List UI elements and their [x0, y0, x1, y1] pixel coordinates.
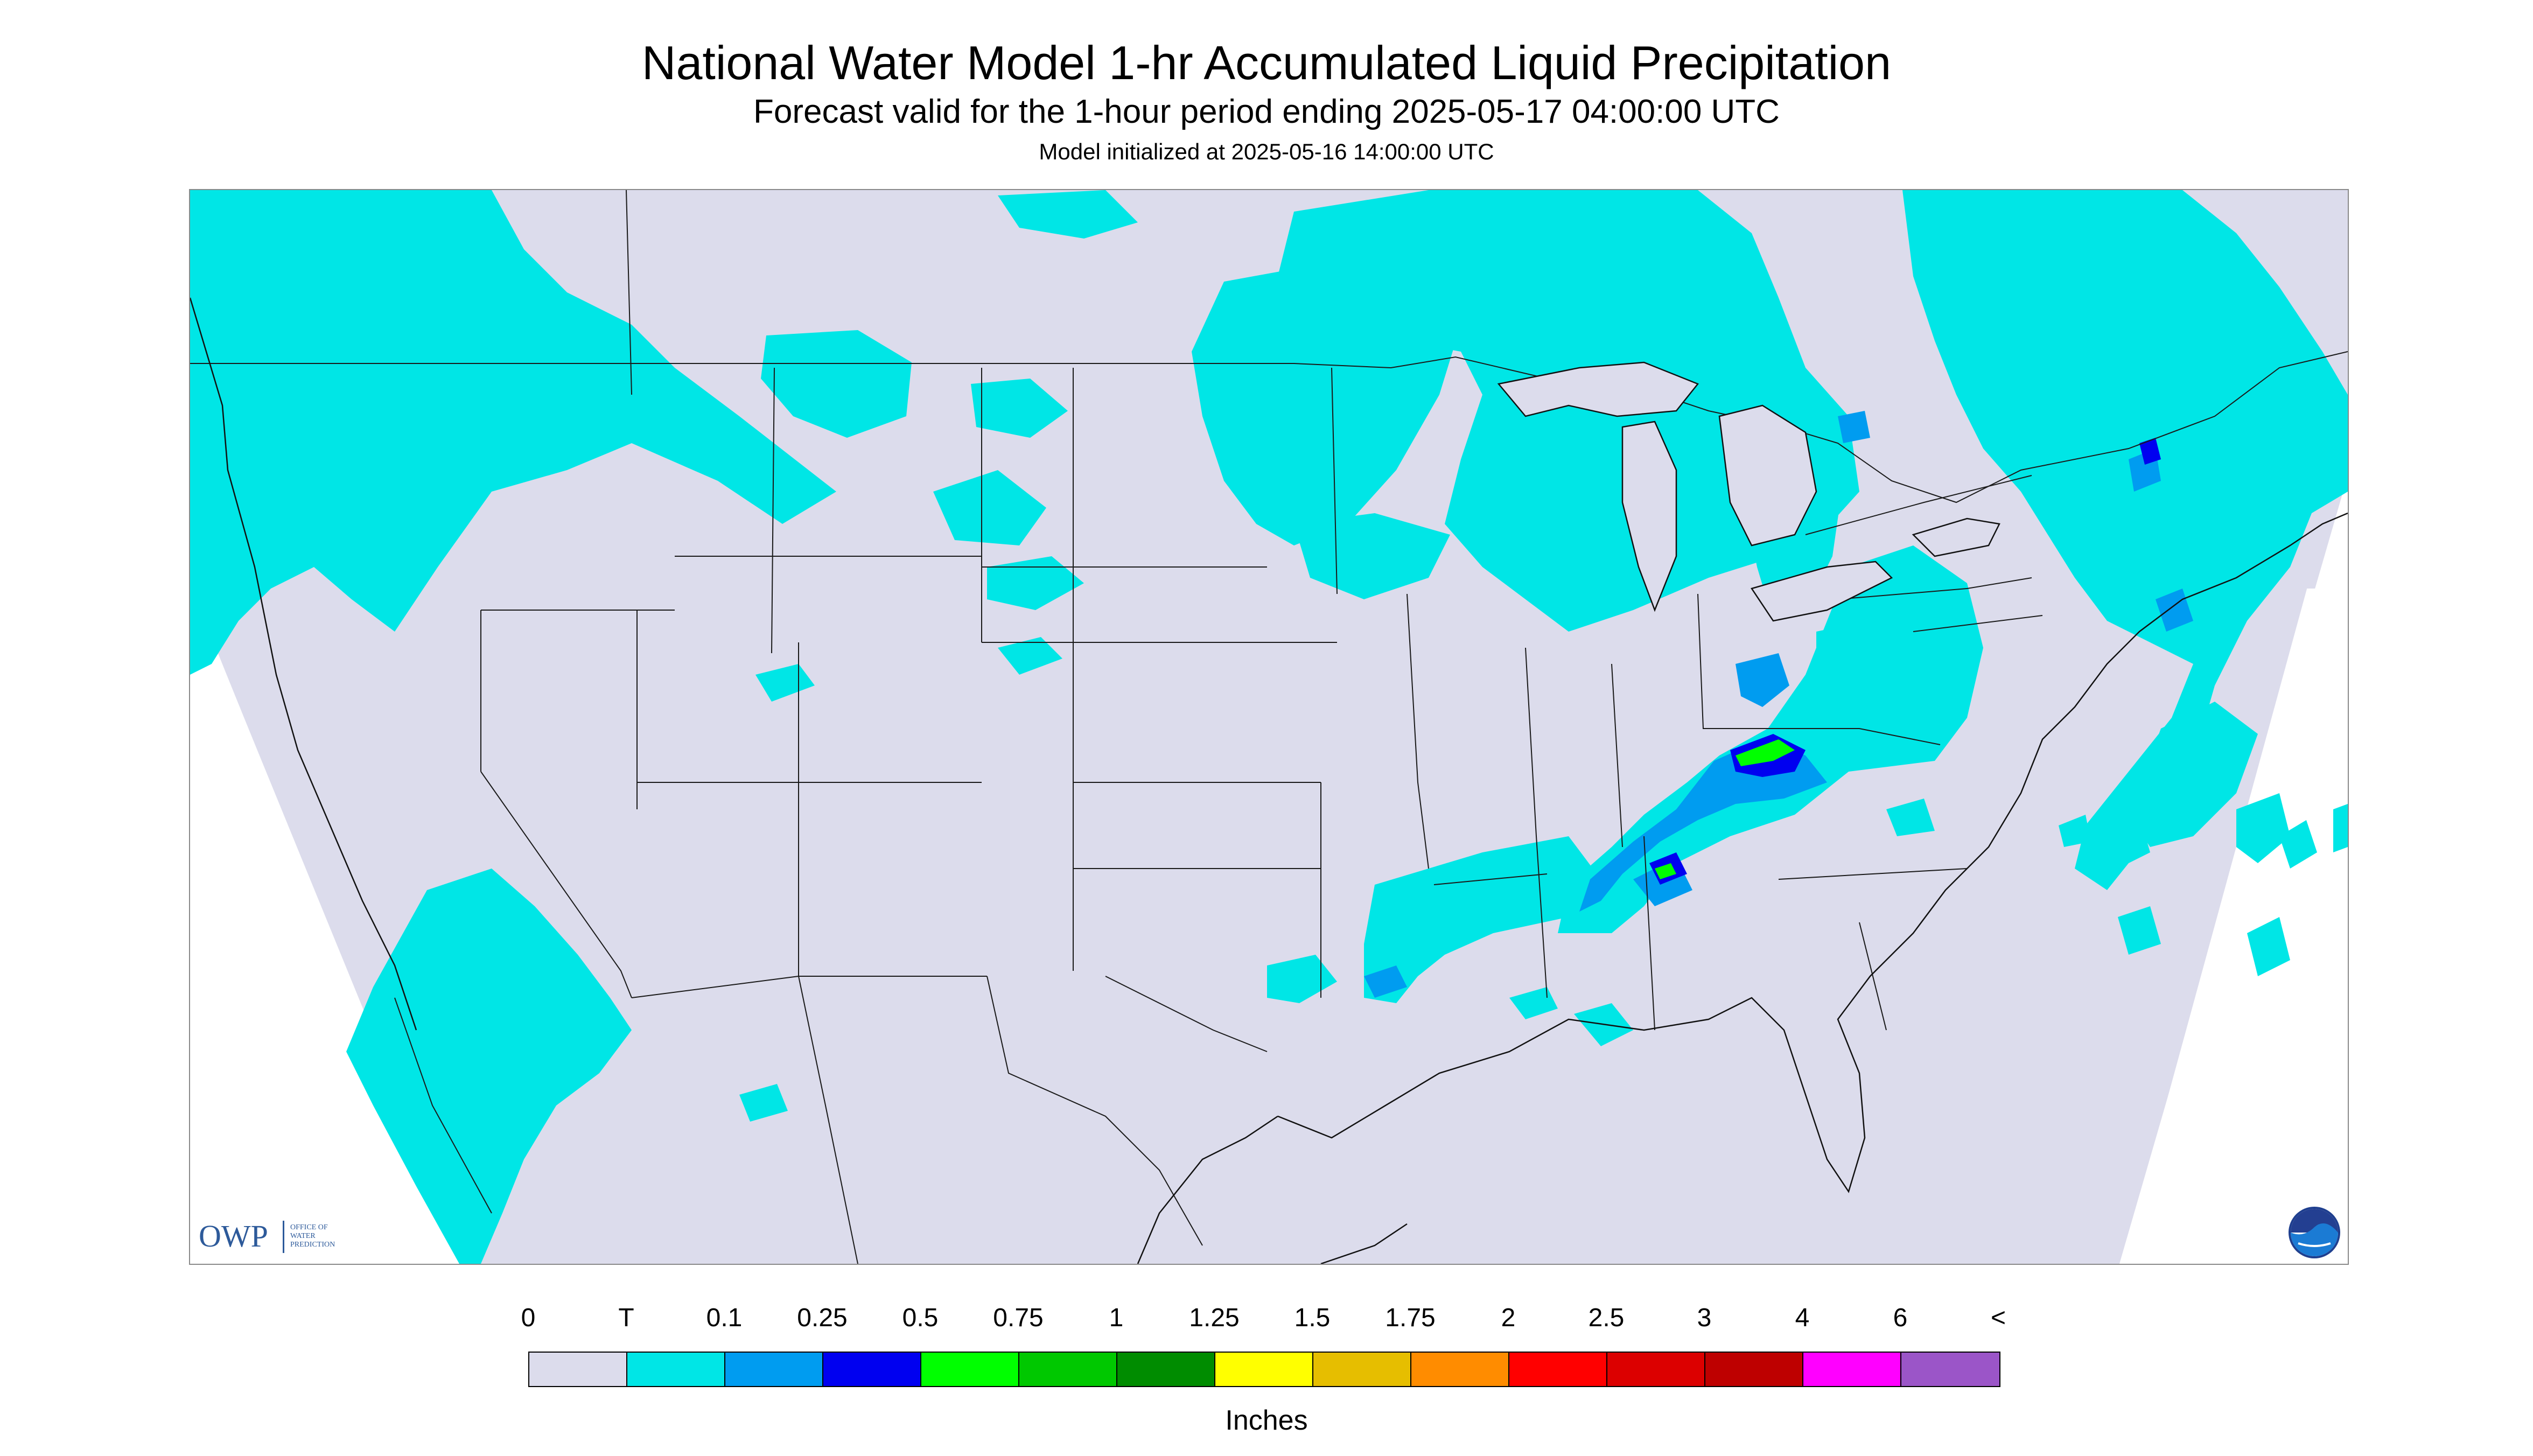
- legend-label-1: T: [618, 1304, 634, 1332]
- legend-swatch-4: [921, 1353, 1019, 1386]
- owp-logo-sub-1: OFFICE OF: [290, 1223, 328, 1231]
- legend-label-12: 3: [1697, 1304, 1712, 1332]
- legend-swatch-2: [725, 1353, 823, 1386]
- legend-units: Inches: [1225, 1405, 1308, 1436]
- legend-label-14: 6: [1893, 1304, 1908, 1332]
- legend-swatch-0: [529, 1353, 627, 1386]
- legend-colorbar: [528, 1352, 2000, 1387]
- legend-label-10: 2: [1501, 1304, 1516, 1332]
- legend-swatch-5: [1019, 1353, 1117, 1386]
- legend-swatch-11: [1607, 1353, 1705, 1386]
- legend-label-5: 0.75: [993, 1304, 1044, 1332]
- legend-label-9: 1.75: [1385, 1304, 1436, 1332]
- map-title: National Water Model 1-hr Accumulated Li…: [641, 36, 1892, 89]
- legend-swatch-8: [1313, 1353, 1411, 1386]
- legend-label-8: 1.5: [1294, 1304, 1331, 1332]
- precipitation-map: OWP OFFICE OF WATER PREDICTION: [189, 189, 2349, 1265]
- legend-label-4: 0.5: [902, 1304, 939, 1332]
- legend-label-0: 0: [521, 1304, 536, 1332]
- owp-logo-sub-2: WATER: [290, 1232, 316, 1240]
- legend-swatch-3: [823, 1353, 921, 1386]
- legend-labels: 0 T 0.1 0.25 0.5 0.75 1 1.25 1.5 1.75 2 2.5 3 4 6 <: [0, 1303, 2533, 1341]
- legend-swatch-14: [1901, 1353, 1999, 1386]
- legend-swatch-6: [1117, 1353, 1215, 1386]
- legend-swatch-1: [627, 1353, 725, 1386]
- legend-swatch-9: [1411, 1353, 1509, 1386]
- owp-logo-word: OWP: [199, 1219, 268, 1254]
- outside-domain-east: [2119, 475, 2348, 1264]
- legend-swatch-7: [1215, 1353, 1313, 1386]
- legend-swatch-10: [1509, 1353, 1607, 1386]
- legend-label-15: <: [1990, 1304, 2006, 1332]
- map-canvas: OWP OFFICE OF WATER PREDICTION: [190, 190, 2348, 1264]
- legend-label-13: 4: [1795, 1304, 1810, 1332]
- legend-swatch-13: [1803, 1353, 1901, 1386]
- legend-swatch-12: [1705, 1353, 1803, 1386]
- great-lakes: [1497, 361, 2000, 622]
- legend-label-3: 0.25: [797, 1304, 848, 1332]
- legend-label-2: 0.1: [706, 1304, 743, 1332]
- noaa-logo-icon: [2289, 1207, 2340, 1258]
- map-subtitle: Forecast valid for the 1-hour period end…: [753, 93, 1780, 130]
- legend-label-11: 2.5: [1588, 1304, 1625, 1332]
- legend-label-6: 1: [1109, 1304, 1124, 1332]
- model-init-text: Model initialized at 2025-05-16 14:00:00…: [1039, 139, 1494, 164]
- owp-logo-sub-3: PREDICTION: [290, 1241, 335, 1249]
- precip-green-areas: [1655, 739, 1795, 879]
- coastlines: [190, 297, 2348, 1264]
- owp-logo: OWP OFFICE OF WATER PREDICTION: [199, 1219, 335, 1254]
- legend-label-7: 1.25: [1189, 1304, 1240, 1332]
